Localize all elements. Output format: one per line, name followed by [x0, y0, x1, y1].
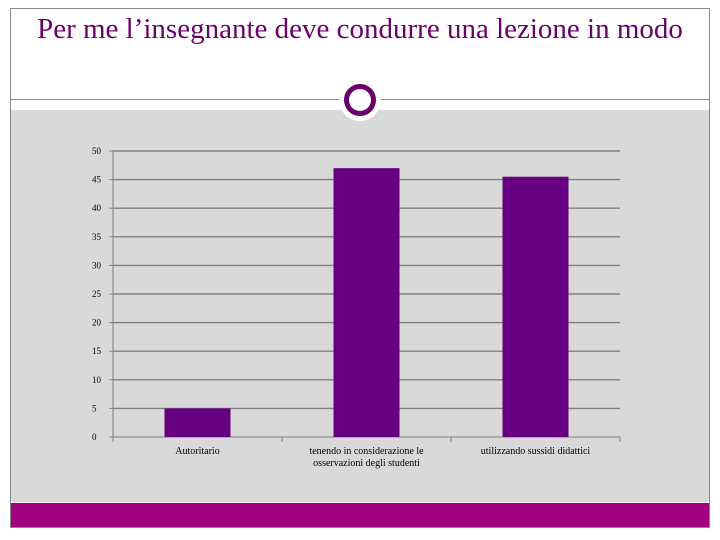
y-tick-label: 30: [92, 260, 102, 270]
category-label: Autoritario: [175, 446, 219, 457]
footer-band: [11, 503, 709, 527]
category-label-line: utilizzando sussidi didattici: [481, 446, 591, 457]
y-tick-label: 40: [92, 203, 102, 213]
y-tick-label: 25: [92, 289, 102, 299]
category-label-line: Autoritario: [175, 446, 219, 457]
y-tick-label: 15: [92, 346, 102, 356]
category-label: utilizzando sussidi didattici: [481, 446, 591, 457]
y-tick-label: 50: [92, 146, 102, 156]
category-label-line: osservazioni degli studenti: [313, 458, 420, 469]
category-label-line: tenendo in considerazione le: [309, 446, 424, 457]
y-tick-label: 10: [92, 375, 102, 385]
y-tick-label: 20: [92, 318, 102, 328]
y-tick-label: 35: [92, 232, 102, 242]
y-tick-label: 5: [92, 403, 97, 413]
bar: [333, 168, 400, 437]
y-tick-label: 45: [92, 175, 102, 185]
ring-ornament: [339, 79, 381, 121]
bar: [502, 176, 569, 438]
bars: [164, 168, 569, 438]
circle-icon: [344, 84, 376, 116]
category-label: tenendo in considerazione le osservazioni…: [309, 446, 424, 469]
y-tick-label: 0: [92, 432, 97, 442]
y-tick-labels: 0 5 10 15 20 25 30 35 40 45 50: [92, 146, 102, 442]
category-labels: Autoritario tenendo in considerazione le o…: [175, 446, 590, 469]
bar: [164, 408, 231, 437]
slide-title: Per me l’insegnante deve condurre una le…: [37, 13, 683, 45]
